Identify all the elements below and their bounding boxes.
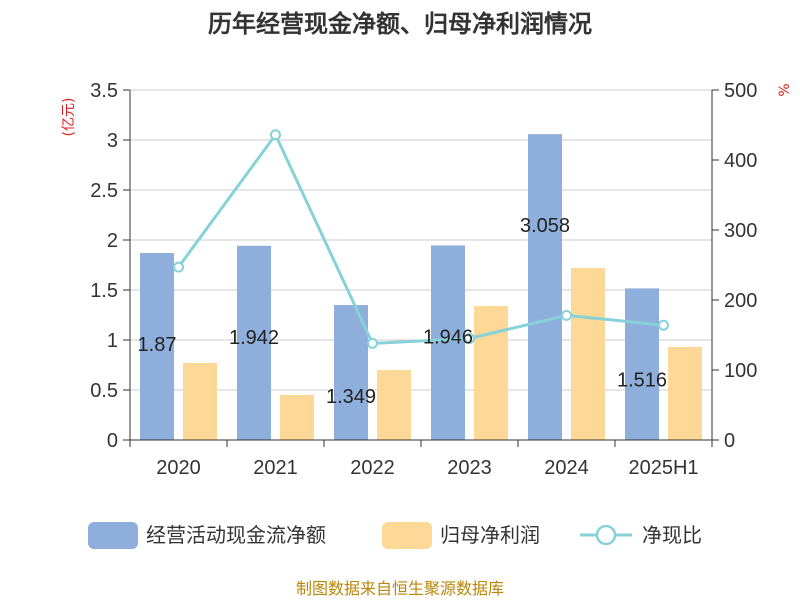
source-note: 制图数据来自恒生聚源数据库 (296, 579, 504, 598)
x-tick-label: 2023 (447, 457, 492, 479)
legend-label: 经营活动现金流净额 (146, 523, 326, 547)
gridlines (130, 89, 712, 391)
bar-data-label: 1.516 (617, 369, 667, 391)
ratio-point (270, 129, 281, 141)
x-tick-label: 2024 (544, 457, 589, 479)
legend-swatch-ratio-marker (595, 524, 617, 546)
y-left-tick-label: 3 (107, 130, 118, 152)
y-left-tick-label: 1 (107, 330, 118, 352)
chart-title: 历年经营现金净额、归母净利润情况 (208, 10, 592, 38)
y-left-tick-label: 3.5 (90, 80, 118, 102)
y-right-tick-label: 0 (724, 430, 735, 452)
cashflow-bar (528, 134, 562, 440)
net-profit-bar (571, 268, 605, 440)
x-tick-label: 2025H1 (628, 457, 698, 479)
bar-data-label: 1.87 (138, 334, 177, 356)
bar-series-group (140, 134, 702, 440)
y-left-tick-label: 0.5 (90, 380, 118, 402)
net-profit-bar (183, 363, 217, 440)
ratio-line-group (173, 129, 669, 349)
net-profit-bar (377, 370, 411, 440)
legend-swatch-cashflow (88, 522, 138, 549)
ratio-point (367, 337, 378, 349)
y-right-tick-label: 300 (724, 220, 757, 242)
bar-data-label: 1.349 (326, 386, 376, 408)
ratio-point (173, 261, 184, 273)
y-left-tick-label: 1.5 (90, 280, 118, 302)
x-tick-label: 2022 (350, 457, 395, 479)
bar-data-label: 3.058 (520, 215, 570, 237)
y-left-unit-label: (亿元) (61, 98, 77, 137)
axes: 0 0.5 1 1.5 2 2.5 3 3.5 0 100 200 300 400 500 2020 2021… (90, 80, 757, 479)
data-labels: 1.87 1.942 1.349 1.946 3.058 1.516 (138, 215, 668, 408)
net-profit-bar (668, 347, 702, 440)
legend-label: 净现比 (642, 523, 702, 547)
legend-label: 归母净利润 (440, 523, 540, 547)
bar-data-label: 1.946 (423, 326, 473, 348)
legend-swatch-net-profit (382, 522, 432, 549)
ratio-point (561, 309, 572, 321)
y-right-tick-label: 400 (724, 150, 757, 172)
ratio-point (658, 319, 669, 331)
cashflow-bar (140, 253, 174, 440)
y-right-tick-label: 500 (724, 80, 757, 102)
cashflow-bar (237, 245, 271, 440)
y-left-tick-label: 0 (107, 430, 118, 452)
net-profit-bar (280, 395, 314, 440)
ratio-point (464, 333, 475, 344)
bar-data-label: 1.942 (229, 327, 279, 349)
y-right-unit-label: % (777, 83, 793, 96)
x-tick-label: 2021 (253, 457, 298, 479)
legend: 经营活动现金流净额 归母净利润 净现比 (88, 522, 702, 549)
ratio-line (177, 133, 664, 345)
cashflow-bar (431, 245, 465, 440)
net-profit-bar (474, 306, 508, 440)
y-left-tick-label: 2.5 (90, 180, 118, 202)
cashflow-bar (334, 305, 368, 440)
cashflow-bar (625, 288, 659, 440)
y-right-tick-label: 100 (724, 360, 757, 382)
y-left-tick-label: 2 (107, 230, 118, 252)
x-tick-label: 2020 (156, 457, 201, 479)
y-right-tick-label: 200 (724, 290, 757, 312)
